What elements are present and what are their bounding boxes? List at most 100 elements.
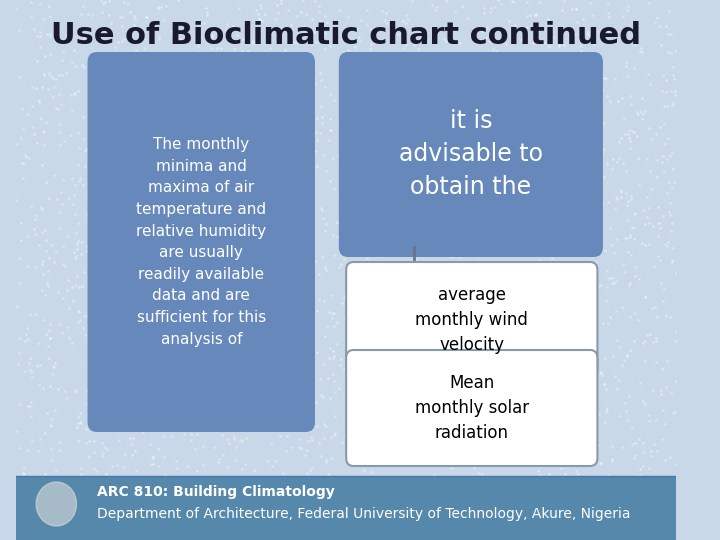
Point [621,200,632,209]
Text: The monthly
minima and
maxima of air
temperature and
relative humidity
are usual: The monthly minima and maxima of air tem… [136,137,266,347]
Point [139,81,150,90]
Point [491,289,503,298]
Point [142,62,153,70]
Point [498,398,509,407]
Point [276,85,288,94]
Point [376,127,387,136]
Point [559,249,571,258]
Point [392,266,404,275]
Point [40,329,51,338]
Point [486,361,498,369]
Point [40,470,51,478]
Point [323,136,334,144]
Point [84,474,95,483]
Point [189,404,200,413]
Point [205,93,217,102]
Point [659,456,670,465]
Point [469,170,480,179]
Point [99,442,110,451]
Point [660,311,672,320]
Point [345,304,356,313]
Point [459,274,470,282]
Point [48,171,60,180]
Point [572,359,584,367]
Point [187,144,199,153]
Point [342,358,354,367]
Point [631,471,642,480]
Point [394,422,405,430]
Point [624,279,636,288]
Point [515,183,526,192]
Point [545,421,557,430]
Point [552,165,563,174]
Point [484,65,495,73]
Point [562,440,573,448]
Point [236,96,248,104]
Point [96,237,108,246]
Point [174,271,185,279]
Point [432,97,444,106]
Point [427,383,438,391]
Point [130,447,141,456]
Point [388,73,400,82]
Point [594,281,606,290]
Point [473,468,485,477]
Point [138,334,149,342]
Point [501,424,513,433]
Point [654,386,666,394]
Point [350,338,361,346]
Point [339,453,351,462]
Point [500,262,512,271]
Point [516,80,527,89]
Point [47,241,58,249]
Point [139,68,150,77]
Point [61,394,73,402]
Point [619,130,631,138]
Point [96,451,108,460]
Point [243,46,254,55]
Point [53,105,64,113]
Point [38,70,50,79]
Point [160,2,171,10]
Point [168,186,179,195]
Point [374,303,385,312]
Point [375,197,387,206]
Point [663,178,675,187]
Point [491,195,503,204]
Point [84,129,96,138]
Point [530,11,541,19]
Point [264,153,276,162]
Point [272,145,284,154]
Point [70,386,81,395]
Point [192,467,203,476]
Point [173,426,184,435]
Point [33,381,45,389]
Point [649,302,661,311]
Point [96,8,108,16]
Point [368,295,379,303]
Point [91,416,103,424]
Point [599,354,611,362]
Point [530,10,541,19]
Point [131,329,143,338]
Point [89,146,101,155]
Point [431,434,442,443]
Point [385,331,397,340]
Point [294,197,305,205]
Point [17,105,28,114]
Point [647,303,658,312]
Point [437,202,449,211]
Point [99,223,111,232]
Point [549,413,561,422]
Point [255,334,266,343]
Point [464,375,476,383]
Point [485,298,496,307]
Point [176,229,187,238]
Point [441,0,452,5]
Point [287,136,299,145]
Point [431,150,442,158]
Point [505,417,517,426]
Point [217,430,228,439]
Point [274,432,286,441]
Point [377,202,389,211]
